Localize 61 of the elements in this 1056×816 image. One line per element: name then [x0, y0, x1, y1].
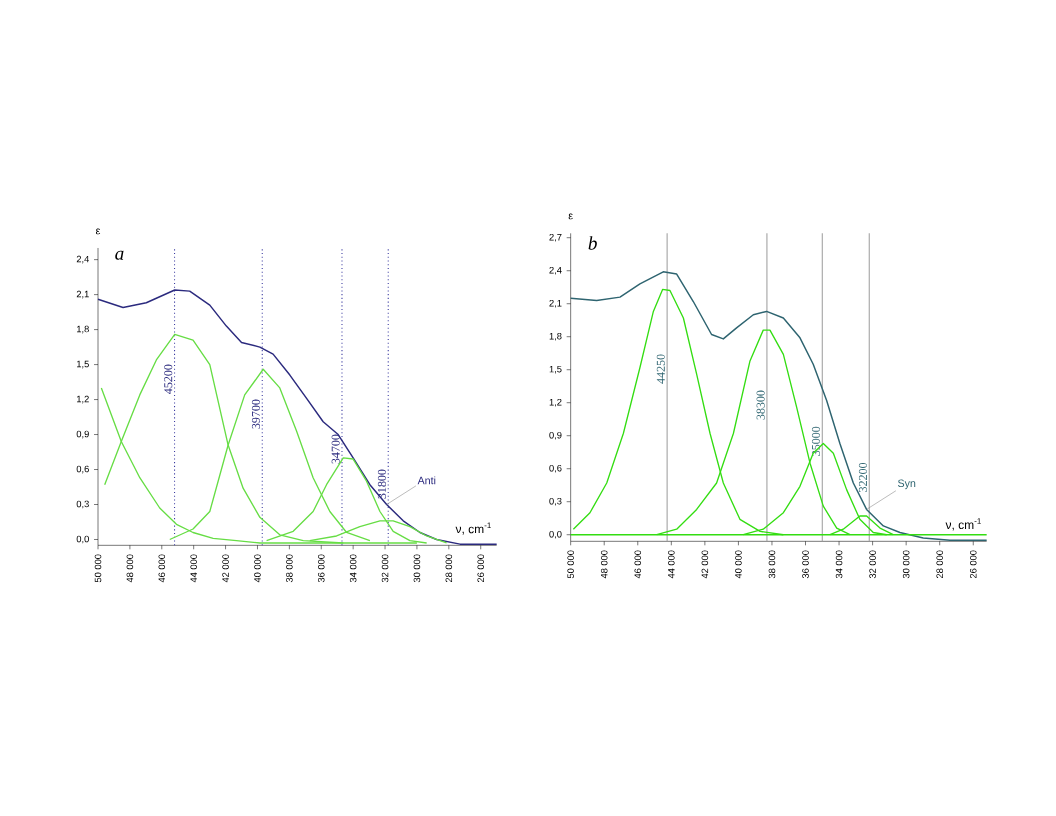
ref-line-label: 32200: [858, 462, 867, 492]
chart-title: a: [115, 250, 124, 260]
y-tick-label: 1,8: [77, 325, 89, 334]
x-tick-label: 38 000: [768, 550, 776, 579]
ref-line-label: 34700: [331, 434, 340, 464]
y-tick-label: 2,4: [549, 266, 562, 275]
ref-line-label: 31800: [377, 469, 386, 499]
y-tick-label: 1,5: [549, 365, 562, 374]
x-tick-label: 30 000: [902, 550, 910, 579]
y-axis-title: ε: [95, 228, 101, 235]
y-tick-label: 1,2: [77, 395, 89, 404]
x-tick-label: 28 000: [936, 550, 943, 579]
x-tick-label: 30 000: [413, 554, 421, 583]
x-tick-label: 28 000: [445, 554, 453, 583]
x-tick-label: 42 000: [222, 554, 229, 583]
x-tick-label: 46 000: [634, 550, 642, 579]
x-tick-label: 48 000: [126, 554, 134, 583]
y-tick-label: 2,1: [76, 290, 89, 299]
x-axis-title: ν, cm$^{-1}$: [455, 522, 491, 535]
y-tick-label: 2,7: [549, 233, 562, 242]
y-tick-label: 0,6: [549, 464, 562, 473]
x-axis-title: ν, cm$^{-1}$: [945, 518, 981, 531]
y-tick-label: 1,5: [77, 360, 89, 369]
x-tick-label: 42 000: [701, 550, 709, 579]
y-tick-label: 0,0: [76, 535, 89, 544]
chart-title: b: [588, 236, 597, 250]
x-tick-label: 38 000: [286, 554, 293, 583]
ref-line-label: 38300: [756, 390, 765, 420]
x-tick-label: 26 000: [477, 554, 485, 583]
y-axis-title: ε: [568, 213, 573, 220]
y-tick-label: 1,8: [549, 332, 562, 341]
y-tick-label: 2,1: [549, 299, 562, 308]
x-tick-label: 36 000: [317, 554, 325, 583]
x-tick-label: 32 000: [869, 550, 876, 579]
x-tick-label: 40 000: [254, 554, 261, 583]
y-tick-label: 0,0: [549, 530, 562, 539]
ref-line-label: 45200: [164, 364, 173, 394]
y-tick-label: 1,2: [549, 398, 562, 407]
y-tick-label: 0,3: [76, 500, 89, 509]
y-tick-label: 0,9: [549, 431, 562, 440]
x-tick-label: 50 000: [567, 550, 574, 579]
x-tick-label: 32 000: [381, 554, 389, 583]
x-tick-label: 44 000: [668, 550, 675, 579]
x-tick-label: 36 000: [802, 550, 809, 579]
y-tick-label: 0,3: [549, 497, 562, 506]
x-tick-label: 48 000: [600, 550, 608, 579]
ref-line-label: 35000: [811, 426, 821, 456]
x-tick-label: 26 000: [969, 550, 977, 579]
text: Syn: [897, 479, 916, 490]
x-tick-label: 34 000: [835, 550, 843, 579]
x-tick-label: 40 000: [735, 550, 742, 579]
text: Anti: [417, 476, 436, 485]
x-tick-label: 46 000: [158, 554, 166, 583]
ref-line-label: 44250: [656, 354, 665, 384]
x-tick-label: 44 000: [190, 554, 197, 583]
x-tick-label: 50 000: [94, 554, 102, 583]
y-tick-label: 0,6: [76, 465, 89, 474]
ref-line-label: 39700: [251, 399, 260, 429]
y-tick-label: 0,9: [76, 430, 89, 439]
y-tick-label: 2,4: [76, 255, 90, 264]
x-tick-label: 34 000: [349, 554, 357, 583]
